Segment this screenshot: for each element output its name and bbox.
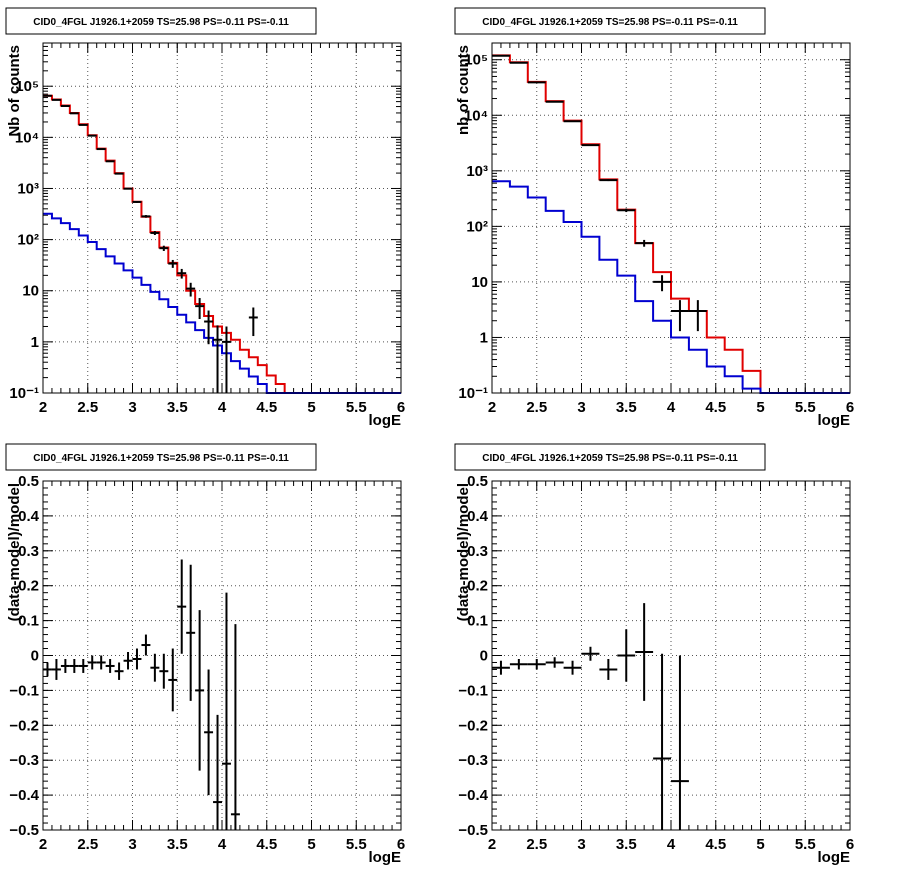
chart-title: CID0_4FGL J1926.1+2059 TS=25.98 PS=-0.11… <box>33 17 289 28</box>
chart-title: CID0_4FGL J1926.1+2059 TS=25.98 PS=-0.11… <box>482 453 738 464</box>
x-tick-label: 5.5 <box>795 399 816 416</box>
x-tick-label: 2 <box>488 836 496 853</box>
data-point <box>599 179 617 181</box>
data-point <box>564 121 582 122</box>
y-tick-label: −0.5 <box>458 822 488 839</box>
x-axis-label: logE <box>369 849 402 866</box>
y-tick-label: 1 <box>31 334 39 351</box>
y-axis-label: (data-model)/model <box>455 483 472 621</box>
chart-title: CID0_4FGL J1926.1+2059 TS=25.98 PS=-0.11… <box>482 17 738 28</box>
y-tick-label: −0.2 <box>458 717 488 734</box>
x-tick-label: 5 <box>307 399 315 416</box>
x-tick-label: 2 <box>39 836 47 853</box>
x-tick-label: 2.5 <box>77 836 98 853</box>
data-point <box>97 149 106 150</box>
x-tick-label: 4 <box>218 399 227 416</box>
y-tick-label: −0.1 <box>458 682 488 699</box>
data-point <box>141 215 150 218</box>
x-tick-label: 5 <box>756 399 764 416</box>
x-tick-label: 5 <box>756 836 764 853</box>
x-tick-label: 2 <box>39 399 47 416</box>
y-tick-label: 10² <box>17 232 39 249</box>
y-tick-label: −0.4 <box>9 787 39 804</box>
y-tick-label: 0 <box>480 648 488 665</box>
y-tick-label: 10² <box>466 218 488 235</box>
x-tick-label: 2 <box>488 399 496 416</box>
y-tick-label: −0.5 <box>9 822 39 839</box>
x-tick-label: 3.5 <box>616 836 637 853</box>
y-tick-label: 10⁻¹ <box>458 385 488 402</box>
x-tick-label: 4 <box>667 399 676 416</box>
x-tick-label: 5.5 <box>795 836 816 853</box>
x-tick-label: 5.5 <box>346 399 367 416</box>
x-tick-label: 4.5 <box>256 836 277 853</box>
chart-title: CID0_4FGL J1926.1+2059 TS=25.98 PS=-0.11… <box>33 453 289 464</box>
y-axis-label: Nb of counts <box>6 45 23 137</box>
data-point <box>133 201 142 203</box>
x-tick-label: 2.5 <box>526 399 547 416</box>
y-tick-label: 10 <box>22 283 39 300</box>
y-tick-label: 10³ <box>466 163 488 180</box>
x-axis-label: logE <box>369 412 402 429</box>
y-tick-label: −0.1 <box>9 682 39 699</box>
x-tick-label: 4.5 <box>256 399 277 416</box>
x-tick-label: 3 <box>577 399 585 416</box>
x-axis-label: logE <box>818 412 851 429</box>
x-tick-label: 3 <box>128 399 136 416</box>
data-point <box>115 173 124 174</box>
x-tick-label: 4.5 <box>705 836 726 853</box>
y-tick-label: 10 <box>471 274 488 291</box>
y-tick-label: 1 <box>480 329 488 346</box>
x-tick-label: 3.5 <box>167 399 188 416</box>
data-point <box>582 145 600 146</box>
y-tick-label: −0.3 <box>9 752 39 769</box>
y-axis-label: nb of counts <box>455 45 472 135</box>
x-tick-label: 3.5 <box>616 399 637 416</box>
data-point <box>124 188 133 189</box>
y-tick-label: −0.3 <box>458 752 488 769</box>
x-tick-label: 5.5 <box>346 836 367 853</box>
x-axis-label: logE <box>818 849 851 866</box>
x-tick-label: 3.5 <box>167 836 188 853</box>
y-tick-label: 10³ <box>17 180 39 197</box>
x-tick-label: 3 <box>128 836 136 853</box>
y-tick-label: 0 <box>31 648 39 665</box>
x-tick-label: 3 <box>577 836 585 853</box>
y-tick-label: 10⁻¹ <box>9 385 39 402</box>
x-tick-label: 2.5 <box>526 836 547 853</box>
x-tick-label: 4 <box>667 836 676 853</box>
x-tick-label: 4 <box>218 836 227 853</box>
x-tick-label: 4.5 <box>705 399 726 416</box>
y-axis-label: (data-model)/model <box>6 483 23 621</box>
x-tick-label: 2.5 <box>77 399 98 416</box>
data-point <box>106 161 115 162</box>
y-tick-label: −0.2 <box>9 717 39 734</box>
x-tick-label: 5 <box>307 836 315 853</box>
y-tick-label: −0.4 <box>458 787 488 804</box>
